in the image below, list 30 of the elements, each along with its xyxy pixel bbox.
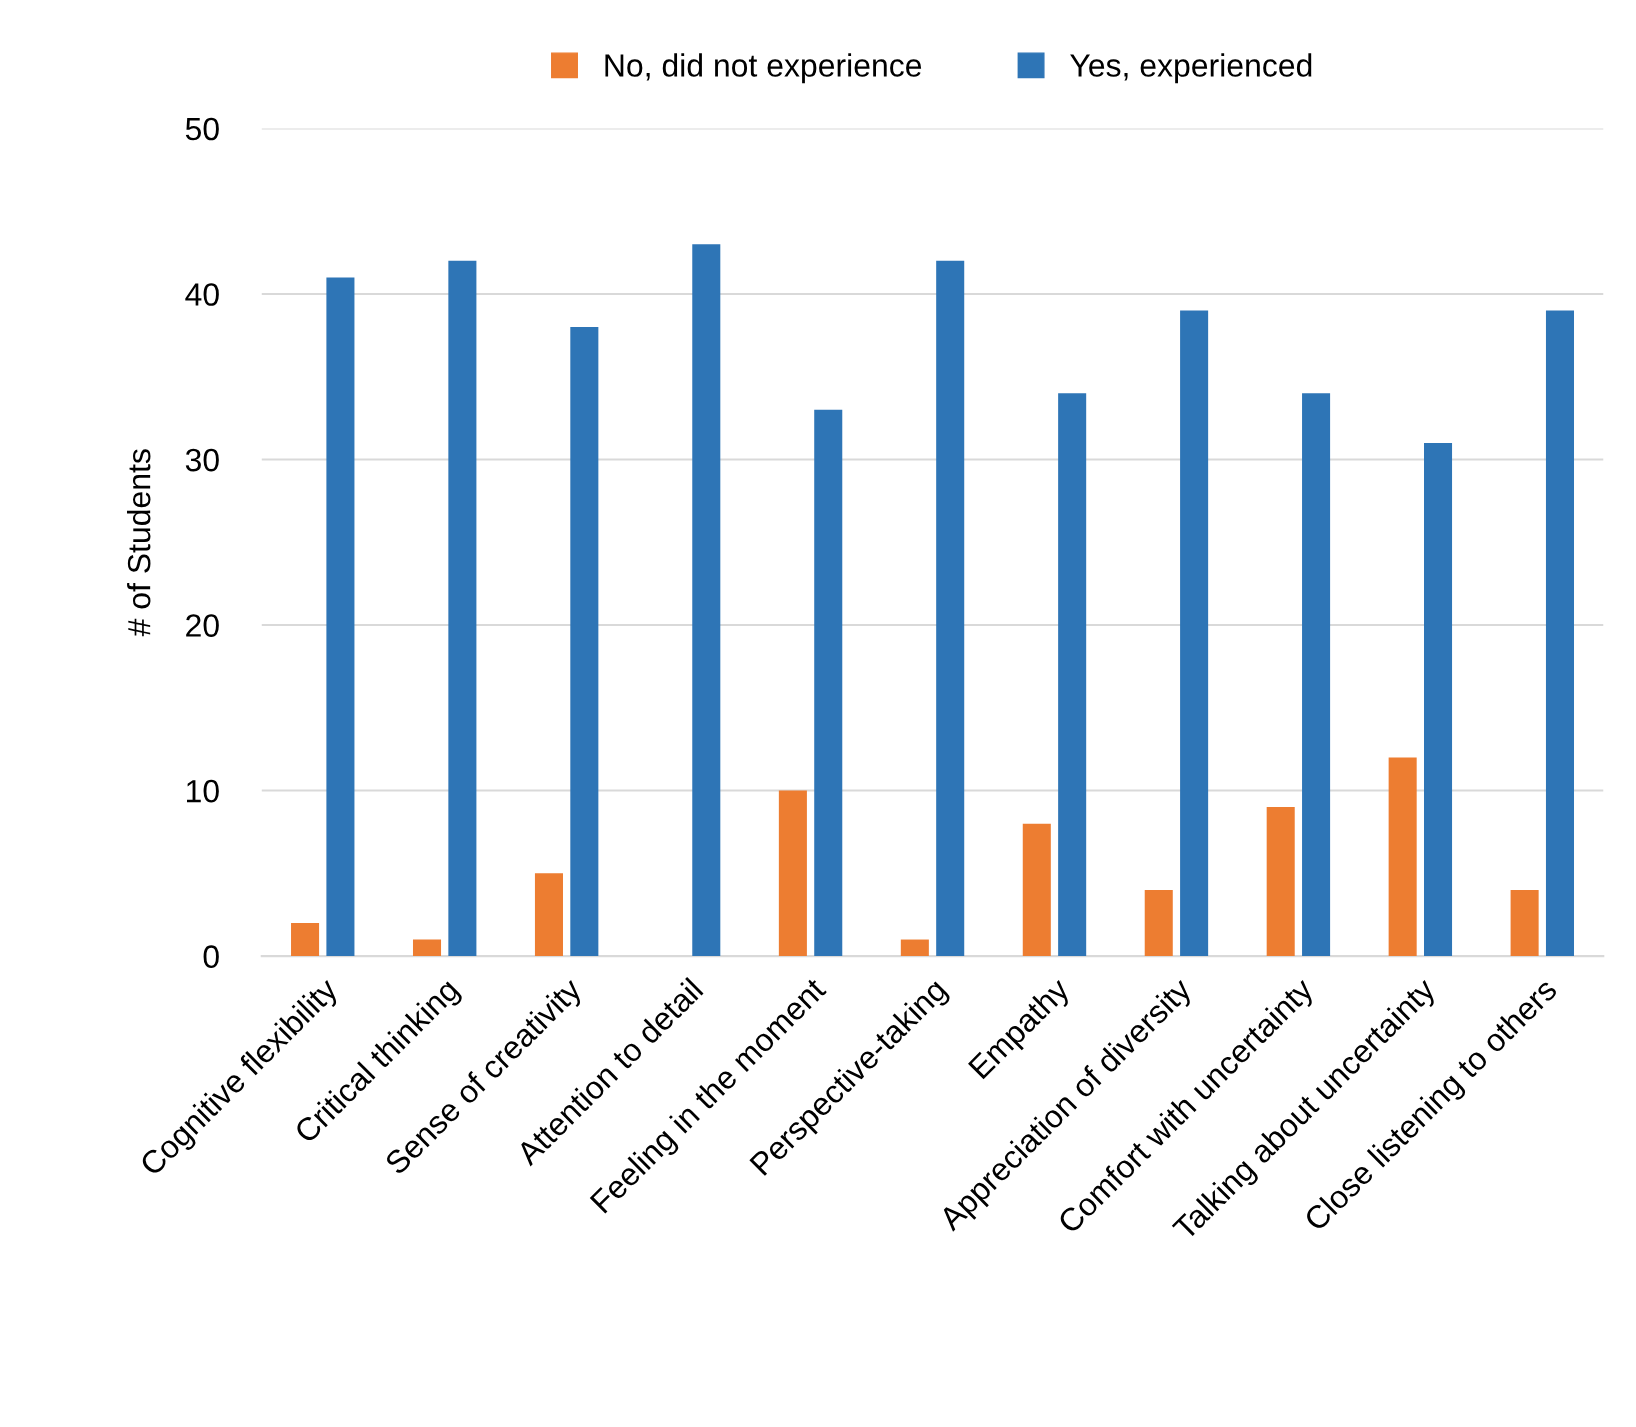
- y-tick-label: 40: [185, 283, 219, 306]
- bar: [326, 277, 355, 957]
- bar: [1510, 889, 1539, 957]
- bar: [1058, 393, 1087, 957]
- bar: [412, 939, 442, 957]
- bar: [814, 409, 843, 957]
- bar: [570, 327, 599, 957]
- bar: [1022, 823, 1051, 957]
- bar: [778, 790, 807, 957]
- y-tick-label: 10: [187, 779, 219, 803]
- y-axis-title: # of Students: [127, 449, 151, 637]
- bar: [1144, 889, 1173, 957]
- y-tick-label: 20: [186, 614, 219, 637]
- bar: [448, 260, 477, 957]
- bar: [692, 244, 721, 957]
- bar: [1545, 310, 1575, 957]
- legend-label: Yes, experienced: [1070, 53, 1312, 84]
- y-tick-label: 50: [185, 117, 219, 141]
- bar: [900, 939, 929, 957]
- bar: [1302, 393, 1331, 957]
- legend-label: No, did not experience: [605, 53, 922, 84]
- bar: [1388, 757, 1417, 957]
- bar: [534, 873, 563, 957]
- y-tick-label: 30: [185, 448, 219, 472]
- bar: [1424, 442, 1453, 957]
- bar: [291, 922, 320, 957]
- bar: [1266, 807, 1295, 957]
- bar: [936, 260, 965, 957]
- bar: [1180, 310, 1209, 957]
- y-tick-label: 0: [203, 945, 219, 968]
